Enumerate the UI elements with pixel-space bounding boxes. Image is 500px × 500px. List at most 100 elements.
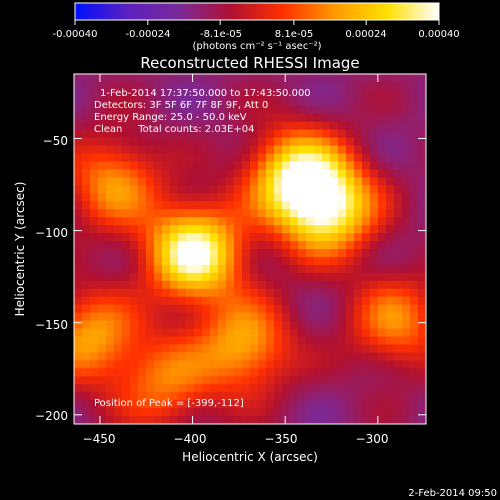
- colorbar-tick-label-4: 8.1e-05: [275, 29, 313, 40]
- heatmap-cell: [290, 169, 299, 178]
- heatmap-cell: [210, 89, 219, 99]
- heatmap-cell: [162, 209, 171, 218]
- heatmap-cell: [282, 408, 291, 417]
- heatmap-cell: [306, 177, 315, 186]
- heatmap-cell: [402, 368, 411, 377]
- heatmap-cell: [354, 153, 363, 162]
- heatmap-cell: [178, 408, 187, 417]
- heatmap-cell: [258, 137, 267, 146]
- heatmap-cell: [106, 89, 115, 99]
- heatmap-cell: [162, 153, 171, 162]
- heatmap-cell: [378, 256, 387, 266]
- heatmap-cell: [258, 201, 267, 210]
- heatmap-cell: [242, 225, 251, 234]
- heatmap-cell: [154, 296, 163, 306]
- heatmap-cell: [290, 137, 299, 146]
- heatmap-cell: [354, 249, 363, 258]
- heatmap-cell: [242, 264, 251, 274]
- heatmap-cell: [258, 312, 267, 321]
- heatmap-cell: [274, 105, 283, 115]
- heatmap-cell: [178, 105, 187, 115]
- heatmap-cell: [234, 217, 243, 226]
- heatmap-cell: [386, 145, 395, 154]
- heatmap-cell: [162, 384, 171, 393]
- heatmap-cell: [170, 312, 179, 321]
- heatmap-cell: [146, 241, 155, 250]
- heatmap-cell: [234, 81, 243, 91]
- heatmap-cell: [250, 304, 259, 314]
- heatmap-cell: [274, 416, 283, 424]
- heatmap-cell: [146, 264, 155, 274]
- heatmap-cell: [138, 392, 147, 401]
- heatmap-cell: [418, 137, 426, 146]
- heatmap-cell: [402, 153, 411, 162]
- heatmap-cell: [154, 344, 163, 353]
- heatmap-cell: [354, 264, 363, 274]
- heatmap-cell: [170, 113, 179, 123]
- heatmap-cell: [218, 153, 227, 162]
- heatmap-cell: [186, 81, 195, 91]
- heatmap-cell: [114, 169, 123, 178]
- heatmap-cell: [162, 320, 171, 329]
- heatmap-cell: [170, 264, 179, 274]
- heatmap-cell: [218, 328, 227, 337]
- heatmap-cell: [298, 241, 307, 250]
- heatmap-cell: [146, 376, 155, 385]
- heatmap-cell: [114, 400, 123, 409]
- heatmap-cell: [114, 89, 123, 99]
- heatmap-cell: [354, 416, 363, 424]
- heatmap-cell: [138, 105, 147, 115]
- heatmap-cell: [170, 145, 179, 154]
- heatmap-cell: [394, 360, 403, 369]
- heatmap-cell: [106, 376, 115, 385]
- heatmap-cell: [370, 161, 379, 170]
- heatmap-cell: [370, 336, 379, 345]
- heatmap-cell: [138, 113, 147, 123]
- heatmap-cell: [138, 272, 147, 282]
- heatmap-cell: [146, 137, 155, 146]
- heatmap-cell: [146, 400, 155, 409]
- heatmap-cell: [98, 121, 107, 131]
- heatmap-cell: [290, 392, 299, 401]
- heatmap-cell: [314, 288, 323, 298]
- heatmap-cell: [250, 137, 259, 146]
- heatmap-cell: [178, 137, 187, 146]
- heatmap-cell: [282, 74, 291, 83]
- heatmap-cell: [410, 328, 419, 337]
- heatmap-cell: [210, 177, 219, 186]
- heatmap-cell: [322, 344, 331, 353]
- heatmap-cell: [242, 81, 251, 91]
- heatmap-cell: [202, 304, 211, 314]
- heatmap-cell: [362, 161, 371, 170]
- info-line-detectors: Detectors: 3F 5F 6F 7F 8F 9F, Att 0: [94, 100, 268, 111]
- heatmap-cell: [90, 153, 99, 162]
- heatmap-cell: [282, 384, 291, 393]
- heatmap-cell: [218, 320, 227, 329]
- heatmap-cell: [154, 225, 163, 234]
- heatmap-cell: [418, 153, 426, 162]
- heatmap-cell: [162, 121, 171, 131]
- heatmap-cell: [338, 217, 347, 226]
- heatmap-cell: [250, 97, 259, 107]
- heatmap-cell: [170, 400, 179, 409]
- heatmap-cell: [394, 185, 403, 194]
- heatmap-cell: [378, 272, 387, 282]
- heatmap-cell: [258, 233, 267, 242]
- heatmap-cell: [130, 376, 139, 385]
- heatmap-cell: [226, 121, 235, 131]
- x-tick-label: −350: [265, 432, 298, 446]
- heatmap-cell: [402, 185, 411, 194]
- heatmap-cell: [74, 368, 83, 377]
- heatmap-cell: [194, 344, 203, 353]
- heatmap-cell: [386, 408, 395, 417]
- heatmap-cell: [338, 209, 347, 218]
- heatmap-cell: [210, 400, 219, 409]
- heatmap-cell: [354, 201, 363, 210]
- heatmap-cell: [322, 376, 331, 385]
- heatmap-cell: [306, 225, 315, 234]
- heatmap-cell: [242, 272, 251, 282]
- heatmap-cell: [106, 336, 115, 345]
- heatmap-cell: [162, 328, 171, 337]
- heatmap-cell: [130, 209, 139, 218]
- heatmap-cell: [346, 264, 355, 274]
